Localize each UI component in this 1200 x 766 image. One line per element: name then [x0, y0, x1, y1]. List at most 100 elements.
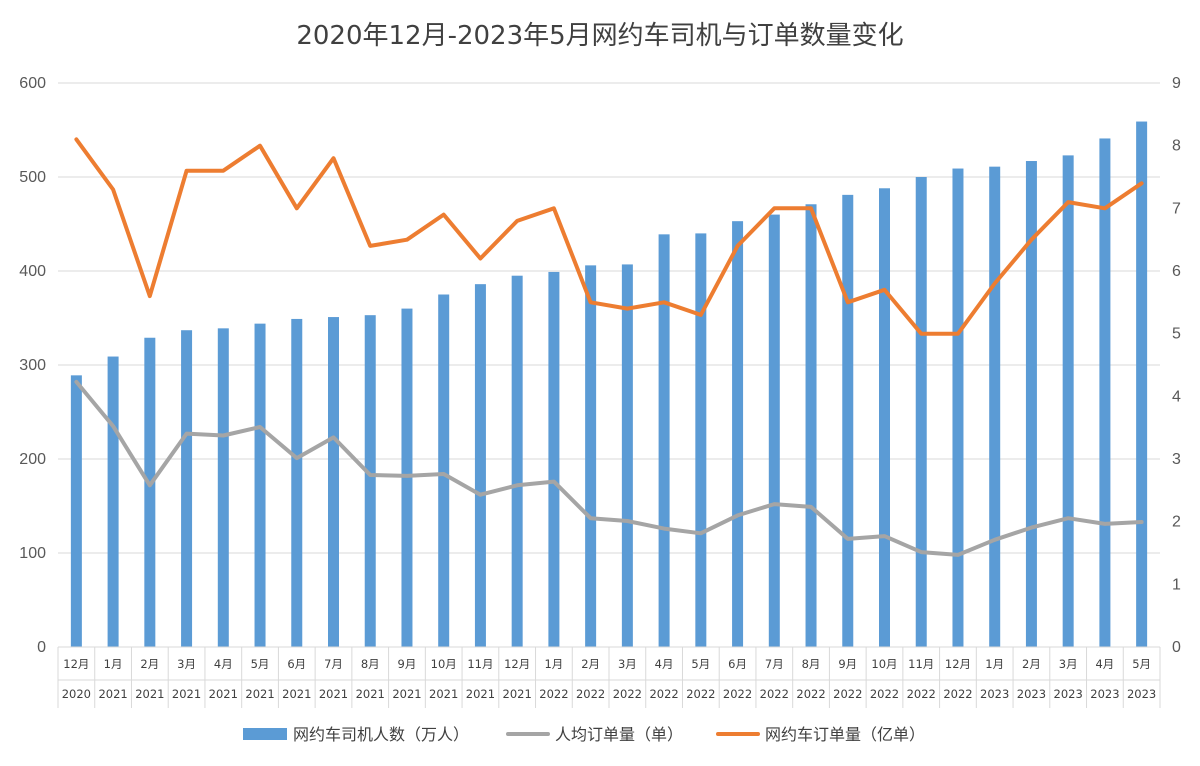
x-tick-year-label: 2022 — [723, 687, 752, 701]
x-tick-year-label: 2021 — [392, 687, 421, 701]
bar-driver-count — [768, 214, 780, 647]
x-tick-year-label: 2021 — [356, 687, 385, 701]
legend-item-orders-per-driver: 人均订单量（单） — [506, 725, 683, 744]
x-tick-month-label: 3月 — [618, 657, 637, 671]
bar-driver-count — [989, 166, 1001, 647]
x-tick-month-label: 8月 — [802, 657, 821, 671]
x-tick-month-label: 9月 — [838, 657, 857, 671]
x-tick-month-label: 7月 — [324, 657, 343, 671]
legend-swatch — [243, 728, 287, 740]
left-axis-tick-label: 100 — [19, 545, 46, 562]
bar-driver-count — [585, 265, 597, 647]
right-axis-tick-label: 8 — [1172, 138, 1181, 155]
x-tick-year-label: 2020 — [62, 687, 91, 701]
x-tick-year-label: 2023 — [1054, 687, 1083, 701]
x-tick-year-label: 2021 — [98, 687, 127, 701]
bar-driver-count — [695, 233, 707, 647]
x-tick-month-label: 1月 — [544, 657, 563, 671]
bar-driver-count — [291, 318, 303, 647]
bar-driver-count — [915, 177, 927, 647]
right-axis-tick-label: 2 — [1172, 514, 1181, 531]
line-series — [74, 137, 1144, 557]
x-tick-year-label: 2021 — [282, 687, 311, 701]
x-tick-month-label: 10月 — [871, 657, 897, 671]
x-axis: 12月 2020 1月 2021 2月 2021 3月 2021 4月 2021 5月 2021 6月 2… — [57, 646, 1161, 708]
x-tick-year-label: 2023 — [1090, 687, 1119, 701]
x-tick-year-label: 2023 — [980, 687, 1009, 701]
bar-driver-count — [254, 323, 266, 647]
bar-driver-count — [217, 328, 229, 647]
right-axis-tick-label: 1 — [1172, 576, 1181, 593]
left-axis-tick-label: 400 — [19, 263, 46, 280]
x-tick-month-label: 7月 — [765, 657, 784, 671]
bar-driver-count — [805, 204, 817, 647]
bar-driver-count — [621, 264, 633, 647]
bar-series — [70, 121, 1148, 648]
line-total-orders — [74, 137, 1144, 336]
x-tick-month-label: 5月 — [691, 657, 710, 671]
bar-driver-count — [107, 356, 119, 647]
x-tick-month-label: 9月 — [398, 657, 417, 671]
x-tick-year-label: 2021 — [172, 687, 201, 701]
left-axis-tick-label: 200 — [19, 451, 46, 468]
bar-driver-count — [364, 315, 376, 647]
x-tick-month-label: 5月 — [1132, 657, 1151, 671]
bar-driver-count — [1099, 138, 1111, 647]
left-axis-tick-label: 600 — [19, 75, 46, 92]
x-tick-month-label: 2月 — [140, 657, 159, 671]
x-tick-month-label: 1月 — [104, 657, 123, 671]
bar-driver-count — [952, 168, 964, 648]
x-tick-month-label: 12月 — [945, 657, 971, 671]
x-tick-month-label: 5月 — [251, 657, 270, 671]
right-axis: 0 1 2 3 4 5 6 7 8 9 — [1172, 75, 1181, 656]
x-tick-year-label: 2022 — [760, 687, 789, 701]
x-tick-year-label: 2023 — [1127, 687, 1156, 701]
x-tick-year-label: 2022 — [576, 687, 605, 701]
x-tick-year-label: 2021 — [429, 687, 458, 701]
x-tick-year-label: 2022 — [613, 687, 642, 701]
x-tick-month-label: 1月 — [985, 657, 1004, 671]
legend-label: 网约车订单量（亿单） — [765, 725, 925, 744]
bar-driver-count — [1136, 121, 1148, 648]
right-axis-tick-label: 6 — [1172, 263, 1181, 280]
right-axis-tick-label: 7 — [1172, 200, 1181, 217]
x-tick-month-label: 10月 — [431, 657, 457, 671]
x-tick-month-label: 3月 — [1059, 657, 1078, 671]
bar-driver-count — [181, 330, 193, 647]
line-orders-per-driver — [74, 379, 1144, 557]
x-tick-year-label: 2021 — [209, 687, 238, 701]
x-tick-month-label: 2月 — [581, 657, 600, 671]
right-axis-tick-label: 4 — [1172, 388, 1181, 405]
left-axis-tick-label: 0 — [37, 639, 46, 656]
x-tick-month-label: 2月 — [1022, 657, 1041, 671]
x-tick-year-label: 2021 — [503, 687, 532, 701]
x-tick-month-label: 12月 — [504, 657, 530, 671]
right-axis-tick-label: 0 — [1172, 639, 1181, 656]
bar-driver-count — [658, 234, 670, 647]
x-tick-month-label: 4月 — [655, 657, 674, 671]
bar-driver-count — [1062, 155, 1074, 647]
x-tick-year-label: 2021 — [319, 687, 348, 701]
x-tick-year-label: 2021 — [466, 687, 495, 701]
bar-driver-count — [144, 337, 156, 647]
x-tick-month-label: 4月 — [214, 657, 233, 671]
x-tick-year-label: 2022 — [796, 687, 825, 701]
x-tick-year-label: 2021 — [245, 687, 274, 701]
x-tick-month-label: 6月 — [287, 657, 306, 671]
bar-driver-count — [732, 221, 744, 647]
x-tick-year-label: 2022 — [539, 687, 568, 701]
x-tick-month-label: 3月 — [177, 657, 196, 671]
x-tick-year-label: 2022 — [870, 687, 899, 701]
legend-label: 人均订单量（单） — [555, 725, 683, 744]
legend-label: 网约车司机人数（万人） — [293, 725, 469, 744]
chart-title: 2020年12月-2023年5月网约车司机与订单数量变化 — [296, 21, 903, 51]
legend: 网约车司机人数（万人） 人均订单量（单） 网约车订单量（亿单） — [243, 725, 925, 744]
bar-driver-count — [328, 317, 339, 647]
legend-item-total-orders: 网约车订单量（亿单） — [716, 725, 925, 744]
x-tick-year-label: 2022 — [907, 687, 936, 701]
x-tick-month-label: 11月 — [908, 657, 934, 671]
right-axis-tick-label: 3 — [1172, 451, 1181, 468]
x-tick-month-label: 4月 — [1095, 657, 1114, 671]
bar-driver-count — [548, 271, 560, 647]
x-tick-year-label: 2022 — [686, 687, 715, 701]
